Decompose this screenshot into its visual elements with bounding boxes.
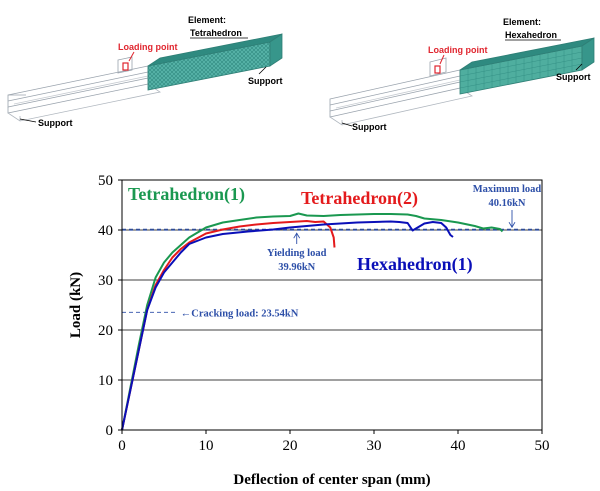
plot-frame [121, 179, 543, 431]
right-loading-point-marker [434, 65, 441, 74]
series-line-hexahedron1 [121, 220, 454, 431]
left-support-left-arrow [19, 118, 37, 123]
left-loading-arrow [128, 51, 135, 62]
y-tick-label-40: 40 [98, 223, 113, 239]
right-mesh-end [581, 37, 595, 71]
right-support-left-label: Support [352, 122, 387, 132]
y-tick-label-20: 20 [98, 323, 113, 339]
maximum-load-annotation-line2: 40.16kN [488, 198, 525, 209]
right-beam-model [329, 37, 595, 127]
yielding-load-arrowhead [293, 232, 301, 239]
x-axis-ticks: 0 10 20 30 40 50 [118, 430, 550, 454]
right-wireframe [329, 57, 474, 126]
left-mesh-end [269, 33, 283, 67]
right-support-right-arrow [575, 63, 583, 71]
y-axis-label: Load (kN) [68, 272, 84, 338]
yielding-load-annotation-line2: 39.96kN [278, 262, 315, 273]
y-tick-label-50: 50 [98, 173, 113, 189]
x-tick-label-30: 30 [367, 438, 382, 454]
x-tick-label-20: 20 [283, 438, 298, 454]
left-loading-point-label: Loading point [118, 42, 177, 52]
right-mesh-grid [459, 48, 583, 92]
series-layer [121, 212, 504, 431]
gridlines [122, 229, 542, 381]
series-label-tetrahedron-1: Tetrahedron(1) [128, 184, 245, 205]
y-axis-ticks: 0 10 20 30 40 50 [98, 173, 122, 439]
x-axis-label: Deflection of center span (mm) [233, 472, 430, 488]
series-label-hexahedron-1: Hexahedron(1) [357, 254, 473, 275]
left-beam-model [7, 33, 283, 123]
maximum-load-arrowhead [508, 221, 516, 229]
right-loading-arrow [439, 54, 445, 65]
y-tick-label-10: 10 [98, 373, 113, 389]
left-wireframe [7, 56, 162, 122]
right-loading-point-label: Loading point [428, 45, 487, 55]
y-tick-label-0: 0 [106, 423, 114, 439]
maximum-load-annotation-line1: Maximum load [473, 184, 542, 195]
series-label-tetrahedron-2: Tetrahedron(2) [301, 188, 418, 209]
series-line-tetrahedron1 [121, 212, 504, 431]
right-element-name: Hexahedron [505, 30, 557, 40]
left-support-right-arrow [258, 66, 267, 75]
left-loading-point-marker [122, 62, 129, 71]
left-element-name: Tetrahedron [190, 28, 242, 38]
y-tick-label-30: 30 [98, 273, 113, 289]
right-element-label: Element: [503, 17, 541, 27]
x-tick-label-50: 50 [535, 438, 550, 454]
left-support-right-label: Support [248, 76, 283, 86]
x-tick-label-0: 0 [118, 438, 126, 454]
load-deflection-chart: 0 10 20 30 40 50 0 10 20 30 40 50 Deflection of ce… [68, 173, 550, 488]
left-support-left-label: Support [38, 118, 73, 128]
cracking-load-annotation: ←Cracking load: 23.54kN [181, 308, 299, 319]
right-support-right-label: Support [556, 72, 591, 82]
x-tick-label-40: 40 [451, 438, 466, 454]
left-element-label: Element: [188, 15, 226, 25]
yielding-load-annotation-line1: Yielding load [267, 248, 327, 259]
right-support-left-arrow [341, 122, 353, 127]
x-tick-label-10: 10 [199, 438, 214, 454]
